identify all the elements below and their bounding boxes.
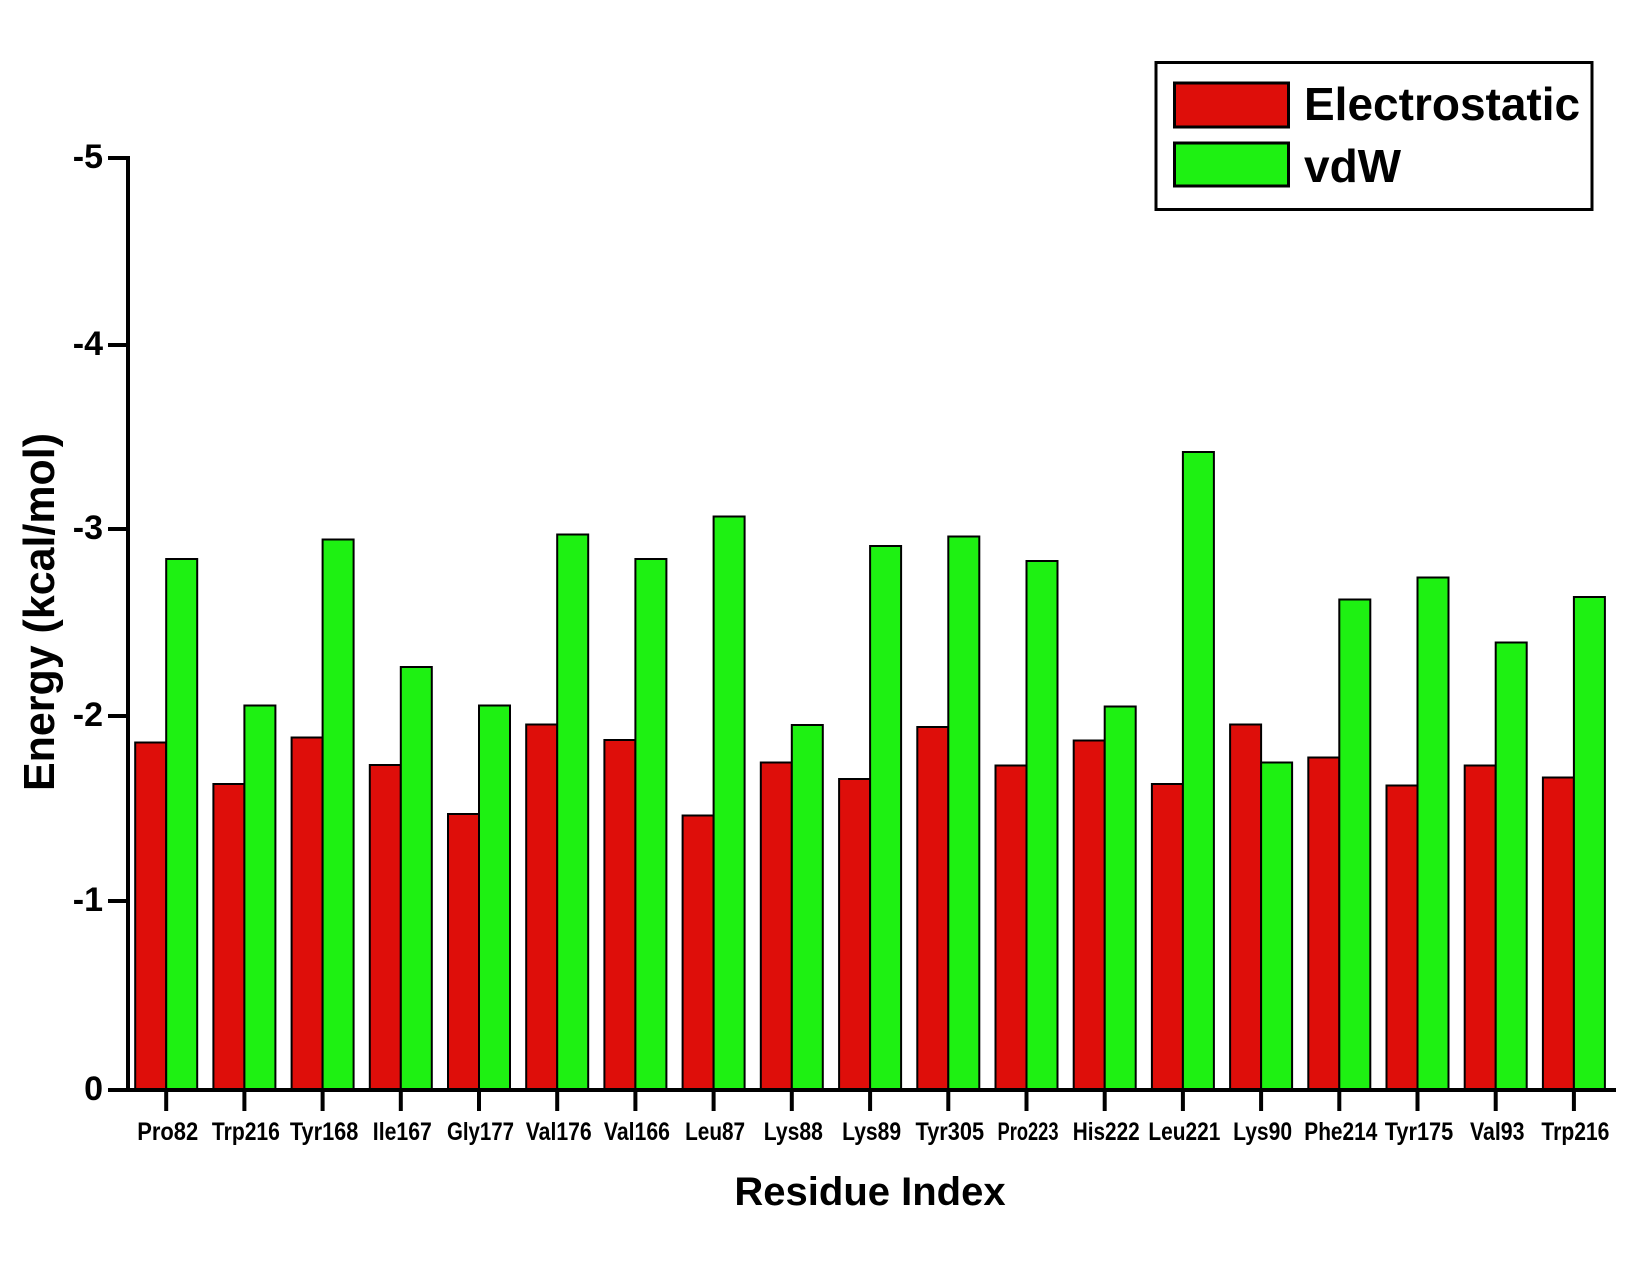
svg-text:Phe214: Phe214 (1304, 1118, 1377, 1146)
svg-text:Val93: Val93 (1470, 1118, 1525, 1146)
svg-text:Ile167: Ile167 (373, 1118, 432, 1146)
svg-text:-1: -1 (73, 881, 103, 919)
svg-text:vdW: vdW (1304, 140, 1402, 192)
svg-text:Trp216: Trp216 (212, 1118, 280, 1146)
svg-text:Val166: Val166 (604, 1118, 670, 1146)
svg-text:Leu221: Leu221 (1148, 1118, 1220, 1146)
svg-text:His222: His222 (1073, 1118, 1140, 1146)
svg-text:Val176: Val176 (526, 1118, 592, 1146)
svg-text:Electrostatic: Electrostatic (1304, 78, 1580, 130)
svg-text:0: 0 (84, 1070, 103, 1108)
svg-text:Trp216: Trp216 (1541, 1118, 1609, 1146)
svg-text:-4: -4 (73, 325, 103, 363)
svg-text:Gly177: Gly177 (447, 1118, 514, 1146)
svg-text:Residue Index: Residue Index (734, 1170, 1005, 1214)
svg-text:Lys90: Lys90 (1233, 1118, 1292, 1146)
svg-text:Lys89: Lys89 (842, 1118, 901, 1146)
svg-text:Tyr168: Tyr168 (290, 1118, 359, 1146)
svg-text:Lys88: Lys88 (764, 1118, 823, 1146)
svg-text:Tyr305: Tyr305 (916, 1118, 985, 1146)
svg-text:Leu87: Leu87 (685, 1118, 745, 1146)
svg-text:Energy (kcal/mol): Energy (kcal/mol) (15, 433, 64, 791)
svg-text:-5: -5 (73, 138, 103, 176)
svg-text:Tyr175: Tyr175 (1385, 1118, 1454, 1146)
svg-text:Pro223: Pro223 (998, 1118, 1059, 1146)
svg-text:-3: -3 (73, 509, 103, 547)
svg-text:-2: -2 (73, 696, 103, 734)
svg-text:Pro82: Pro82 (137, 1118, 198, 1146)
